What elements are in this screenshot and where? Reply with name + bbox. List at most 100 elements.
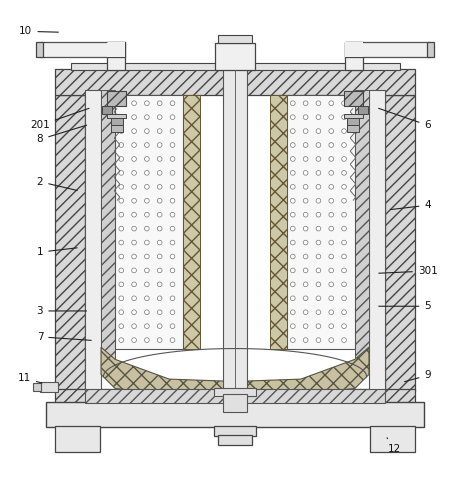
Circle shape bbox=[316, 240, 321, 245]
Circle shape bbox=[316, 310, 321, 314]
Text: 7: 7 bbox=[37, 332, 91, 342]
Circle shape bbox=[145, 268, 149, 273]
Circle shape bbox=[290, 324, 295, 329]
Circle shape bbox=[170, 226, 175, 231]
Circle shape bbox=[132, 129, 136, 134]
Bar bbox=[370, 426, 415, 452]
Bar bbox=[107, 42, 125, 57]
Circle shape bbox=[316, 296, 321, 300]
Bar bbox=[55, 390, 415, 402]
Circle shape bbox=[342, 324, 346, 329]
Circle shape bbox=[170, 296, 175, 300]
Bar bbox=[223, 394, 247, 412]
Circle shape bbox=[132, 310, 136, 314]
Circle shape bbox=[342, 268, 346, 273]
Circle shape bbox=[145, 226, 149, 231]
Circle shape bbox=[316, 324, 321, 329]
Circle shape bbox=[290, 240, 295, 245]
Circle shape bbox=[145, 310, 149, 314]
Circle shape bbox=[316, 282, 321, 287]
Circle shape bbox=[303, 143, 308, 148]
Text: 2: 2 bbox=[37, 177, 77, 191]
Bar bbox=[218, 435, 252, 445]
Circle shape bbox=[290, 143, 295, 148]
Circle shape bbox=[170, 171, 175, 175]
Circle shape bbox=[170, 268, 175, 273]
Circle shape bbox=[342, 338, 346, 343]
Bar bbox=[345, 42, 363, 57]
Circle shape bbox=[342, 101, 346, 105]
Circle shape bbox=[157, 296, 162, 300]
Circle shape bbox=[119, 310, 124, 314]
Circle shape bbox=[119, 324, 124, 329]
Bar bbox=[345, 42, 430, 57]
Circle shape bbox=[316, 129, 321, 134]
Bar bbox=[347, 118, 359, 125]
Bar bbox=[183, 95, 200, 348]
Circle shape bbox=[170, 254, 175, 259]
Circle shape bbox=[145, 143, 149, 148]
Circle shape bbox=[290, 198, 295, 203]
Circle shape bbox=[329, 268, 334, 273]
Bar bbox=[55, 69, 415, 95]
PathPatch shape bbox=[101, 347, 369, 396]
Bar bbox=[107, 42, 125, 70]
Bar bbox=[85, 390, 385, 402]
Circle shape bbox=[316, 156, 321, 161]
Circle shape bbox=[157, 156, 162, 161]
Bar bbox=[115, 95, 183, 348]
Bar bbox=[70, 63, 400, 70]
Circle shape bbox=[132, 143, 136, 148]
Circle shape bbox=[303, 115, 308, 119]
Circle shape bbox=[145, 254, 149, 259]
Circle shape bbox=[119, 282, 124, 287]
Circle shape bbox=[157, 212, 162, 217]
Bar bbox=[270, 95, 287, 348]
Bar bbox=[344, 92, 363, 106]
Bar bbox=[369, 90, 385, 391]
Circle shape bbox=[316, 198, 321, 203]
Circle shape bbox=[157, 254, 162, 259]
Bar bbox=[102, 106, 112, 114]
Circle shape bbox=[329, 212, 334, 217]
Circle shape bbox=[119, 240, 124, 245]
Circle shape bbox=[157, 129, 162, 134]
Text: 5: 5 bbox=[379, 301, 431, 311]
Circle shape bbox=[157, 226, 162, 231]
Circle shape bbox=[316, 101, 321, 105]
Circle shape bbox=[342, 212, 346, 217]
Circle shape bbox=[145, 129, 149, 134]
Circle shape bbox=[290, 254, 295, 259]
Circle shape bbox=[303, 268, 308, 273]
Text: 9: 9 bbox=[405, 370, 431, 382]
Bar bbox=[358, 106, 368, 114]
Circle shape bbox=[329, 282, 334, 287]
Circle shape bbox=[119, 212, 124, 217]
Circle shape bbox=[132, 296, 136, 300]
Circle shape bbox=[329, 324, 334, 329]
Circle shape bbox=[329, 101, 334, 105]
Circle shape bbox=[157, 143, 162, 148]
Circle shape bbox=[170, 156, 175, 161]
Circle shape bbox=[342, 226, 346, 231]
Circle shape bbox=[303, 171, 308, 175]
Circle shape bbox=[329, 171, 334, 175]
Bar bbox=[427, 42, 434, 57]
Circle shape bbox=[329, 185, 334, 189]
Circle shape bbox=[132, 240, 136, 245]
Circle shape bbox=[119, 115, 124, 119]
Circle shape bbox=[145, 282, 149, 287]
Circle shape bbox=[342, 156, 346, 161]
Circle shape bbox=[316, 226, 321, 231]
Circle shape bbox=[329, 240, 334, 245]
Bar bbox=[214, 388, 256, 396]
Circle shape bbox=[303, 156, 308, 161]
Text: 201: 201 bbox=[30, 108, 89, 130]
Circle shape bbox=[119, 296, 124, 300]
Circle shape bbox=[170, 212, 175, 217]
Circle shape bbox=[132, 282, 136, 287]
Circle shape bbox=[303, 212, 308, 217]
Text: 301: 301 bbox=[379, 266, 438, 276]
Circle shape bbox=[145, 212, 149, 217]
Circle shape bbox=[170, 338, 175, 343]
